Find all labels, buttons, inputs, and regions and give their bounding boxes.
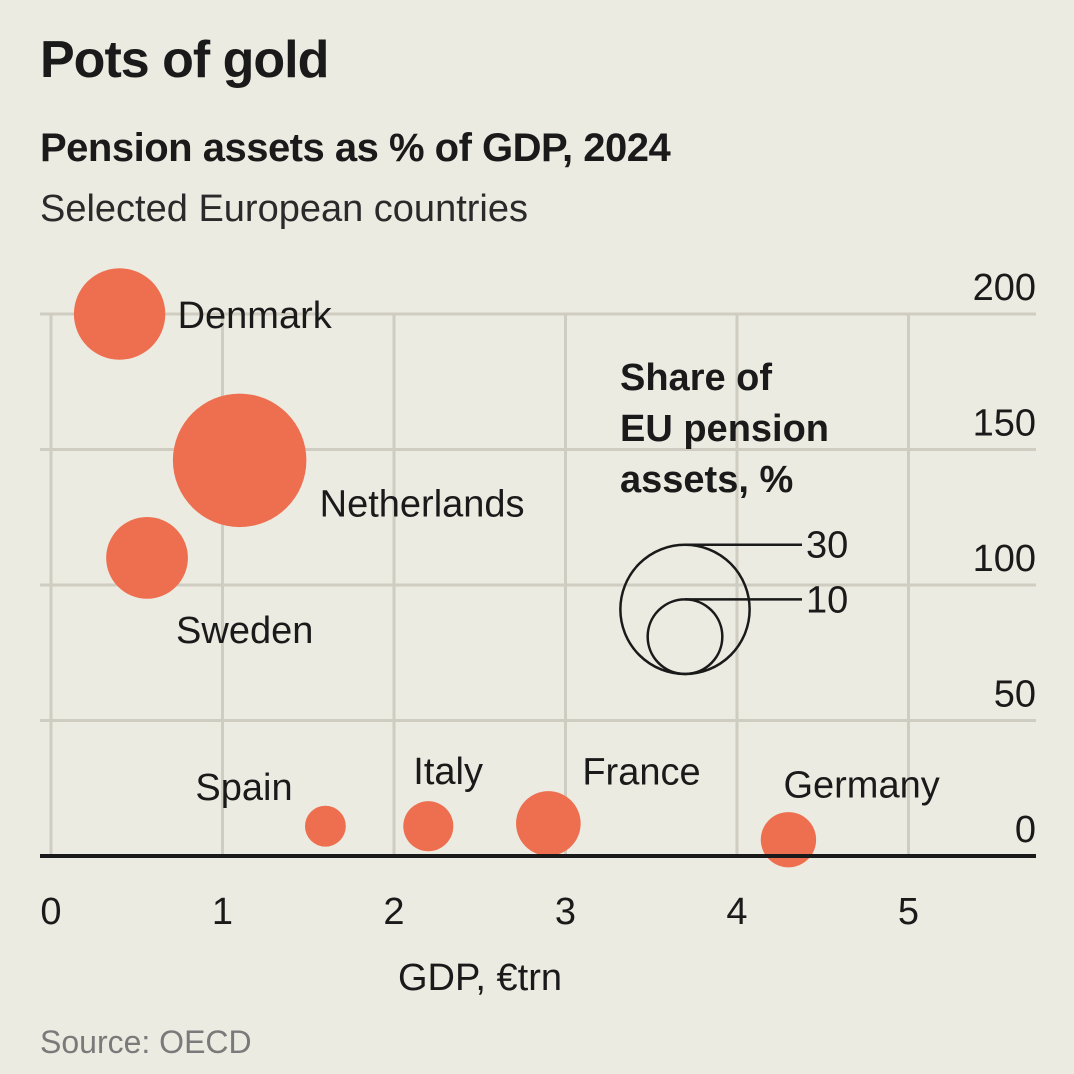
x-tick-label: 1 [212,891,233,933]
bubble-france [516,791,581,856]
chart-subtitle: Pension assets as % of GDP, 2024 [40,126,671,170]
label-denmark: Denmark [178,295,333,337]
bubble-sweden [106,517,188,599]
bubble-denmark [73,268,166,360]
y-tick-label: 150 [973,403,1036,445]
bubble-spain [304,805,346,847]
axis-layer: 0 50 100 150 200 0 1 2 3 4 5 GDP, €trn [40,267,1036,999]
label-netherlands: Netherlands [320,483,525,525]
x-tick-label: 0 [40,891,61,933]
bubble-netherlands [172,393,307,528]
label-italy: Italy [413,751,483,793]
size-legend: Share of EU pension assets, % 30 10 [619,357,848,676]
y-tick-label: 200 [973,267,1036,309]
legend-value: 30 [806,525,848,567]
x-tick-label: 2 [383,891,404,933]
legend-title: EU pension [620,408,829,450]
label-germany: Germany [783,765,939,807]
chart-description: Selected European countries [40,188,528,230]
label-sweden: Sweden [176,610,313,652]
source-note: Source: OECD [40,1024,252,1060]
x-axis-label: GDP, €trn [398,957,562,999]
y-tick-label: 0 [1015,809,1036,851]
x-tick-label: 4 [726,891,747,933]
label-layer: Denmark Netherlands Sweden Spain Italy France… [176,295,940,809]
y-tick-label: 100 [973,538,1036,580]
legend-title: assets, % [620,459,793,501]
chart-title: Pots of gold [40,31,329,89]
legend-circle [646,598,724,676]
bubble-germany [760,812,817,868]
x-tick-label: 3 [555,891,576,933]
legend-value: 10 [806,579,848,621]
x-tick-label: 5 [898,891,919,933]
bubble-layer [73,268,817,868]
bubble-italy [403,801,454,852]
label-spain: Spain [195,767,292,809]
legend-circle [619,543,751,676]
label-france: France [582,751,700,793]
legend-title: Share of [620,357,772,399]
y-tick-label: 50 [994,674,1036,716]
